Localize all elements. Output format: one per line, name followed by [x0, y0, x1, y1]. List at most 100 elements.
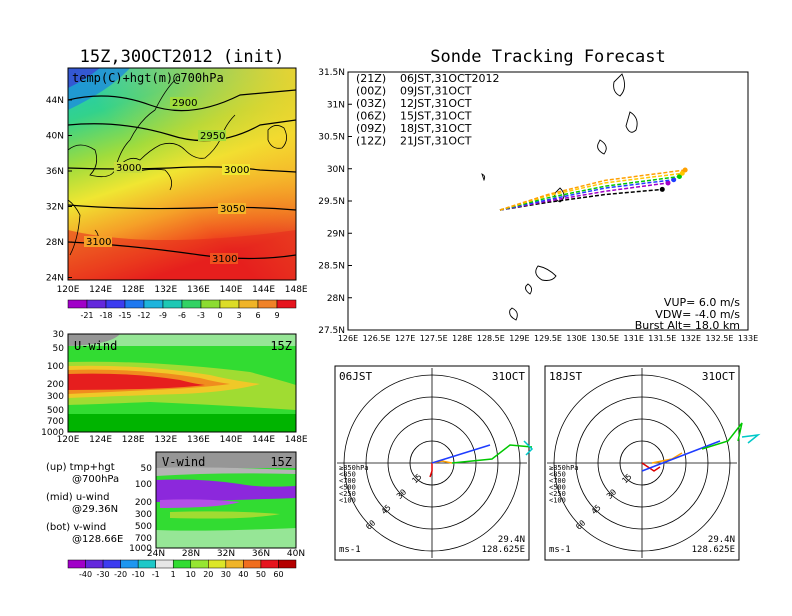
- v-wind-label: V-wind: [162, 455, 205, 469]
- map-lon-label: 140E: [220, 285, 243, 295]
- colorbar-label: -9: [159, 311, 167, 320]
- u-wind-time: 15Z: [270, 339, 292, 353]
- hodograph-trace: [641, 462, 661, 472]
- track-lon-label: 127E: [395, 334, 415, 343]
- map-title: 15Z,30OCT2012 (init): [80, 47, 285, 67]
- colorbar-swatch: [276, 299, 297, 309]
- track-lat-label: 28.5N: [318, 262, 345, 272]
- track-lon-label: 131.5E: [648, 334, 676, 343]
- u-wind-frame: [67, 333, 297, 433]
- v-pressure-label: 100: [135, 480, 152, 490]
- colorbar-swatch: [190, 559, 209, 569]
- u-wind-section: [68, 334, 296, 432]
- level-label: <850: [549, 471, 566, 479]
- colorbar-swatch: [67, 299, 88, 309]
- v-lat-label: 40N: [287, 549, 305, 559]
- map-lat-label: 44N: [46, 96, 64, 106]
- speed-unit: ms-1: [339, 545, 361, 555]
- level-label: ≥850hPa: [339, 464, 369, 472]
- hodograph-date: 31OCT: [702, 370, 735, 383]
- track-lon-label: 132.5E: [705, 334, 733, 343]
- hodograph-date: 31OCT: [492, 370, 525, 383]
- wind-colorbar: [67, 559, 297, 569]
- map-lon-label: 120E: [57, 285, 80, 295]
- wind-colorbar-labels: -40 -30 -20 -10 -1 1 10 20 30 40 50 60: [79, 570, 284, 579]
- track-lat-labels: 31.5N 31N 30.5N 30N 29.5N 29N 28.5N 28N 27.5N: [318, 68, 352, 336]
- v-wind-time: 15Z: [270, 455, 292, 469]
- u-pressure-label: 50: [53, 344, 65, 354]
- colorbar-swatch: [238, 299, 259, 309]
- colorbar-label: 50: [256, 570, 266, 579]
- track-lon-label: 128.5E: [477, 334, 505, 343]
- colorbar-swatch: [278, 559, 297, 569]
- colorbar-label: -12: [137, 311, 150, 320]
- colorbar-swatch: [120, 559, 139, 569]
- map-lat-label: 24N: [46, 274, 64, 284]
- track-lat-label: 30.5N: [318, 133, 345, 143]
- colorbar-swatch: [86, 299, 107, 309]
- colorbar-swatch: [257, 299, 278, 309]
- map-frame: [67, 67, 297, 281]
- colorbar-label: 6: [255, 311, 260, 320]
- hodograph-trace: [429, 463, 433, 478]
- note-line: @29.36N: [72, 504, 118, 515]
- map-lat-labels: 44N 40N 36N 32N 28N 24N: [46, 96, 72, 284]
- v-pressure-label: 500: [135, 522, 152, 532]
- track-line: [499, 175, 680, 211]
- v-pressure-label: 700: [135, 534, 152, 544]
- colorbar-label: -20: [114, 570, 127, 579]
- map-lon-labels: 120E 124E 128E 132E 136E 140E 144E 148E: [57, 285, 308, 295]
- colorbar-swatch: [124, 299, 145, 309]
- legend-time: 21JST,31OCT: [400, 135, 472, 148]
- note-line: (mid) u-wind: [46, 492, 109, 503]
- track-lon-label: 130.5E: [591, 334, 619, 343]
- colorbar-label: 60: [273, 570, 283, 579]
- panel-notes: (up) tmp+hgt @700hPa (mid) u-wind @29.36…: [46, 462, 123, 545]
- colorbar-label: 40: [238, 570, 248, 579]
- colorbar-swatch: [155, 559, 174, 569]
- track-endpoint: [671, 177, 677, 183]
- speed-unit: ms-1: [549, 545, 571, 555]
- temperature-colorbar: [67, 299, 297, 309]
- legend-run: (03Z): [356, 97, 386, 110]
- colorbar-swatch: [85, 559, 104, 569]
- legend-run: (00Z): [356, 85, 386, 98]
- track-params: VUP= 6.0 m/s VDW= -4.0 m/s Burst Alt= 18…: [635, 296, 741, 332]
- hodograph-06jst: 06JST 31OCT15304560≥850hPa<850<700<500<25…: [334, 365, 534, 561]
- track-endpoint: [665, 180, 671, 186]
- track-line: [499, 169, 686, 211]
- track-series: [499, 167, 688, 211]
- track-lon-labels: 126E 126.5E 127E 127.5E 128E 128.5E 129E 129.5E…: [338, 334, 758, 343]
- note-line: (up) tmp+hgt: [46, 462, 115, 473]
- map-label: temp(C)+hgt(m)@700hPa: [72, 71, 224, 85]
- v-lat-label: 32N: [217, 549, 235, 559]
- u-pressure-label: 100: [47, 362, 64, 372]
- v-wind-frame: [155, 451, 297, 549]
- track-lat-label: 29.5N: [318, 197, 345, 207]
- u-pressure-label: 700: [47, 417, 64, 427]
- level-label: <700: [339, 477, 356, 485]
- legend-run: (21Z): [356, 72, 386, 85]
- level-label: <100: [549, 497, 566, 505]
- colorbar-swatch: [172, 559, 192, 569]
- v-lat-label: 24N: [147, 549, 165, 559]
- location-lon: 128.625E: [482, 545, 525, 555]
- contour-label: 3000: [224, 165, 249, 176]
- map-lat-label: 32N: [46, 203, 64, 213]
- legend-time: 12JST,31OCT: [400, 97, 472, 110]
- legend-time: 18JST,31OCT: [400, 122, 472, 135]
- colorbar-swatch: [200, 299, 221, 309]
- param-vdw: VDW= -4.0 m/s: [655, 308, 740, 321]
- track-lat-label: 27.5N: [318, 326, 345, 336]
- note-line: @700hPa: [72, 474, 119, 485]
- colorbar-label: -40: [79, 570, 92, 579]
- u-lon-label: 124E: [89, 435, 112, 445]
- colorbar-label: -21: [80, 311, 93, 320]
- contour-label: 3100: [212, 254, 237, 265]
- hodograph-time: 18JST: [549, 370, 582, 383]
- colorbar-label: -6: [178, 311, 186, 320]
- u-pressure-label: 30: [53, 330, 65, 340]
- hodograph-time: 06JST: [339, 370, 372, 383]
- param-burst: Burst Alt= 18.0 km: [635, 319, 740, 332]
